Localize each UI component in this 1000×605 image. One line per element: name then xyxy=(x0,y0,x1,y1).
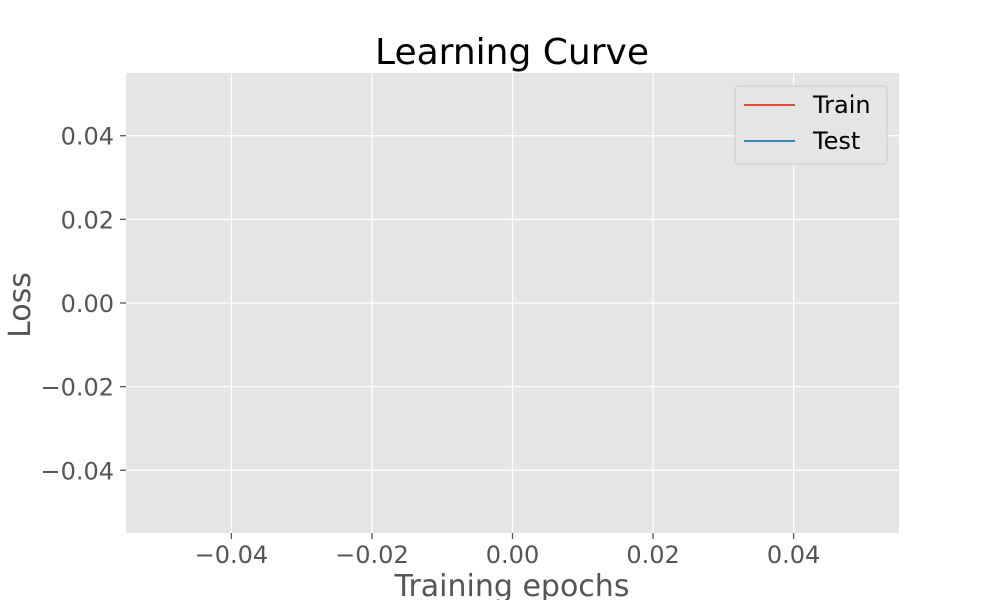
x-tick-label: 0.02 xyxy=(626,541,679,569)
x-tick-label: 0.04 xyxy=(767,541,820,569)
x-tick-label: 0.00 xyxy=(486,541,539,569)
y-axis-label: Loss xyxy=(3,272,38,338)
ticks: −0.04 −0.02 0.00 0.02 0.04 −0.04 −0.02 0.00 0.02… xyxy=(40,123,820,569)
x-axis-label: Training epochs xyxy=(394,569,630,600)
legend-label-train: Train xyxy=(812,91,871,119)
y-tick-label: 0.00 xyxy=(61,290,114,318)
x-tick-label: −0.02 xyxy=(335,541,409,569)
legend: Train Test xyxy=(734,85,888,165)
legend-label-test: Test xyxy=(812,127,860,155)
y-tick-label: −0.02 xyxy=(40,374,114,402)
y-tick-label: −0.04 xyxy=(40,457,114,485)
chart-title: Learning Curve xyxy=(375,32,649,73)
y-tick-label: 0.04 xyxy=(61,123,114,151)
y-tick-label: 0.02 xyxy=(61,206,114,234)
x-tick-label: −0.04 xyxy=(195,541,269,569)
